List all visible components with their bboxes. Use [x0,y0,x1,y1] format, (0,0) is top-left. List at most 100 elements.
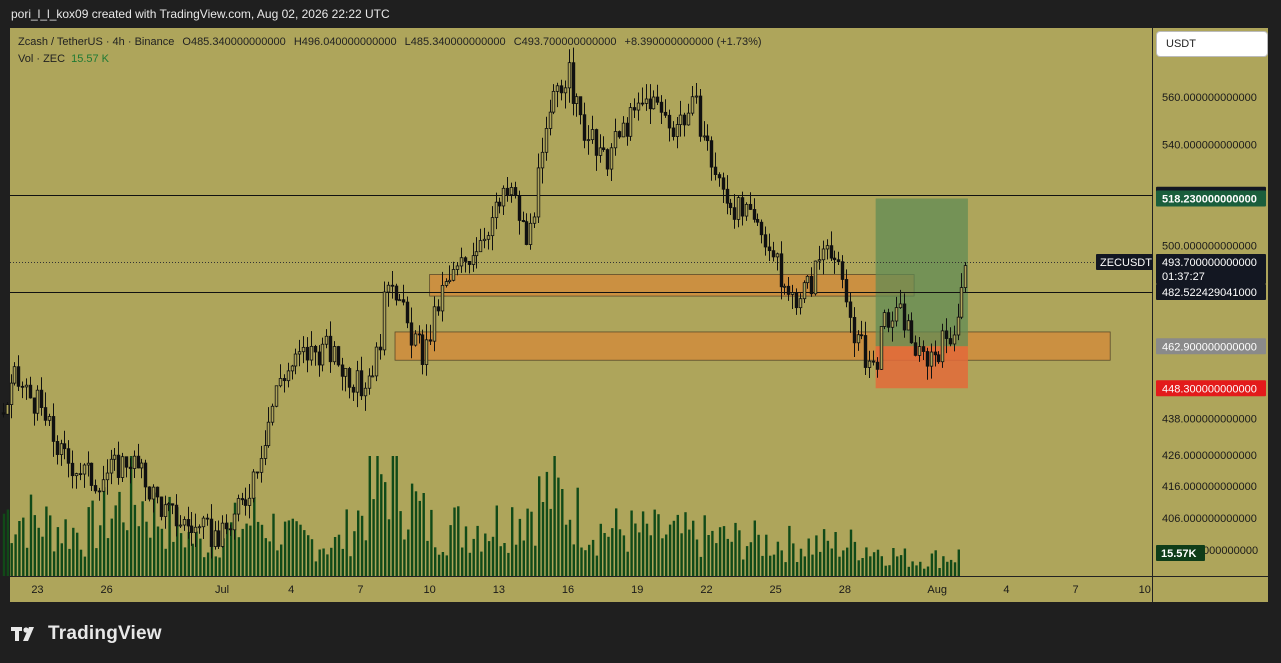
candle-body [659,101,664,113]
candle-body [251,471,256,499]
axis-corner [1153,577,1268,602]
volume-bar [518,518,522,576]
volume-bar [76,532,79,576]
candle-body [690,96,695,114]
time-axis[interactable] [10,577,1152,602]
volume-legend-label[interactable]: Vol · ZEC [18,53,66,65]
price-label-line[interactable] [1156,283,1266,300]
volume-bar [360,515,364,576]
volume-bar [295,521,298,576]
volume-bar [776,541,780,576]
candle-body [78,473,83,476]
volume-bar [337,534,341,576]
volume-bar [422,493,425,576]
candle-body [486,235,491,240]
volume-bar [838,556,841,576]
volume-bar [307,535,310,576]
supply-demand-zone[interactable] [394,331,1111,361]
volume-bar [330,547,333,576]
price-tick-label: 406.000000000000 [1162,513,1257,525]
candle-body [667,114,672,129]
volume-bar [626,551,629,576]
legend-change: +8.390000000000 (+1.73%) [624,36,762,48]
candle-body [332,346,337,363]
volume-bar [179,533,183,576]
price-label-stop[interactable] [1156,380,1266,397]
volume-bar [280,544,283,576]
candle-body [143,462,148,488]
volume-bar [226,522,229,576]
volume-bar [715,543,718,576]
volume-bar [199,538,202,576]
candle-body [193,526,198,534]
price-label-target[interactable] [1156,190,1266,207]
candle-body [62,443,67,450]
volume-bar [206,552,210,576]
candle-body [829,245,834,259]
candle-body [401,299,406,303]
volume-bar [899,555,903,576]
candle-body [809,275,814,295]
volume-bar [414,491,418,576]
volume-bar [368,456,371,576]
volume-bar [114,505,117,576]
price-label-last[interactable] [1156,253,1266,284]
candle-body [497,201,502,207]
candle-body [728,202,733,209]
volume-value-badge [1156,545,1205,561]
candle-body [586,139,591,142]
tradingview-logo[interactable]: TradingView [10,620,162,648]
volume-bar [915,565,918,576]
volume-legend-value: 15.57 K [71,53,109,65]
volume-bar [79,549,83,576]
volume-bar [603,533,606,576]
candle-body [906,320,911,331]
candle-body [409,322,414,346]
currency-selector[interactable]: USDT [1157,32,1267,56]
volume-bar [738,530,741,576]
volume-bar [129,456,133,576]
candle-body [609,147,614,170]
volume-bar [703,515,706,576]
candle-body [752,209,757,220]
candle-body [309,345,314,361]
candle-body [340,364,345,377]
volume-bar [707,535,710,576]
candle-body [555,85,560,92]
volume-bar [680,533,683,576]
candle-body [159,496,164,517]
legend-symbol[interactable]: Zcash / TetherUS · 4h · Binance [18,36,175,48]
volume-bar [137,526,140,576]
candle-body [532,216,537,224]
volume-bar [545,471,549,576]
volume-bar [745,546,749,576]
volume-bar [472,538,475,576]
symbol-tag[interactable] [1096,253,1153,270]
candle-body [590,129,595,141]
candle-body [956,316,961,336]
candle-body [571,62,576,104]
volume-bar [657,514,660,576]
volume-bar [742,559,745,576]
candle-body [702,135,707,138]
candle-body [16,366,21,387]
candle-body [174,504,179,527]
candle-body [405,301,410,324]
volume-bar [2,513,6,576]
candle-body [317,351,322,366]
candle-body [721,177,726,190]
volume-bar [911,561,914,576]
candle-body [909,320,914,344]
price-label-entry[interactable] [1156,338,1266,355]
price-axis[interactable] [1153,28,1268,576]
candle-body [936,354,941,363]
volume-bar [99,525,102,576]
candle-body [120,456,125,478]
candle-body [848,301,853,318]
candle-body [301,346,306,353]
candle-body [390,284,395,287]
candle-body [574,96,579,104]
volume-bar [564,524,568,576]
stop-loss-box[interactable] [875,346,968,389]
